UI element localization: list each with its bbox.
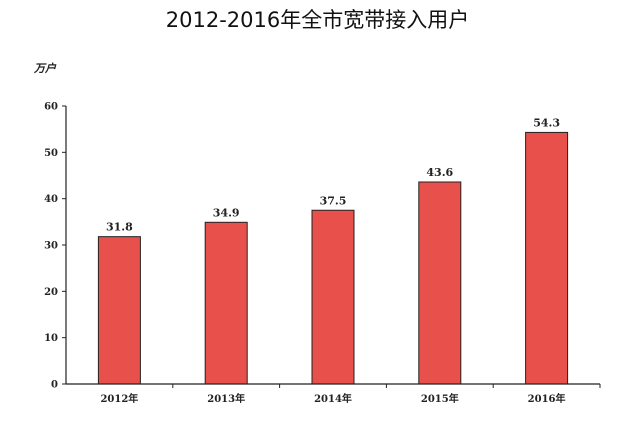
- x-tick-label: 2013年: [207, 392, 245, 405]
- bars: [97, 131, 569, 385]
- y-tick-label: 40: [44, 194, 58, 205]
- data-labels: 31.8 34.9 37.5 43.6 54.3: [106, 116, 560, 233]
- x-axis-labels: 2012年 2013年 2014年 2015年 2016年: [100, 392, 565, 405]
- y-tick-label: 50: [44, 148, 58, 159]
- x-tick-label: 2014年: [314, 392, 352, 405]
- y-tick-label: 0: [51, 380, 58, 391]
- data-label: 54.3: [533, 116, 560, 129]
- x-tick-label: 2016年: [528, 392, 566, 405]
- y-tick-label: 10: [44, 333, 58, 344]
- x-tick-label: 2015年: [421, 392, 459, 405]
- bar: [97, 236, 141, 385]
- bar: [418, 181, 462, 385]
- bar: [311, 209, 355, 385]
- data-label: 37.5: [320, 194, 347, 207]
- bar: [204, 221, 248, 385]
- data-label: 43.6: [426, 166, 453, 179]
- y-tick-label: 30: [44, 241, 58, 252]
- y-tick-label: 20: [44, 287, 58, 298]
- data-label: 34.9: [213, 206, 240, 219]
- bar: [525, 131, 569, 385]
- y-axis-unit-label: 万户: [34, 62, 56, 75]
- x-tick-label: 2012年: [100, 392, 138, 405]
- chart-title: 2012-2016年全市宽带接入用户: [165, 8, 470, 32]
- y-axis-ticks: 0 10 20 30 40 50 60: [44, 102, 66, 391]
- y-tick-label: 60: [44, 102, 58, 113]
- data-label: 31.8: [106, 221, 133, 234]
- axes: [65, 106, 601, 388]
